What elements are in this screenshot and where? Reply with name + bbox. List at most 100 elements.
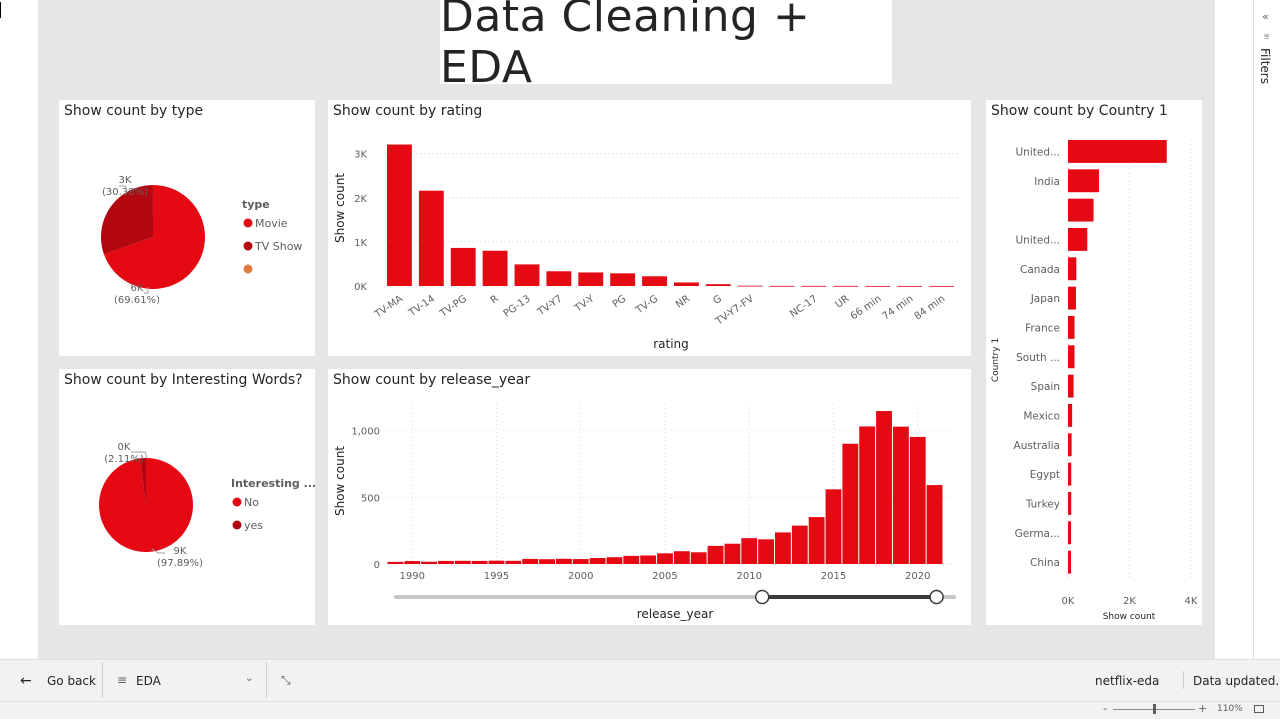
double-chevron-left-icon[interactable]: «	[1262, 10, 1269, 23]
country-bar	[1068, 198, 1094, 222]
filters-label[interactable]: Filters	[1258, 48, 1272, 84]
year-bar	[909, 436, 926, 564]
pie-leader-line	[131, 451, 148, 459]
year-bar	[892, 426, 909, 564]
y-tick-label: India	[1034, 176, 1060, 188]
country-bar	[1068, 433, 1072, 457]
year-bar	[438, 560, 454, 564]
y-tick-label: 0K	[354, 282, 367, 293]
x-tick-label: 74 min	[881, 293, 916, 322]
rating-bar	[514, 264, 540, 286]
x-tick-label: 2010	[737, 571, 762, 582]
year-bar	[859, 426, 876, 564]
x-tick-label: 1990	[400, 571, 425, 582]
x-tick-label: PG	[611, 293, 629, 310]
legend-marker	[243, 218, 253, 228]
collapse-arrows-icon[interactable]: ⤡	[281, 673, 291, 687]
y-tick-label: Turkey	[1025, 498, 1060, 510]
rating-bar	[387, 144, 412, 286]
rating-bar	[674, 282, 699, 286]
visual-title: Show count by release_year	[333, 372, 531, 388]
x-tick-label: 4K	[1185, 596, 1198, 607]
country-bar	[1068, 550, 1072, 574]
interesting-words-pie-chart: 9K(97.89%) 0K(2.11%) Interesting ... No yes	[99, 442, 315, 569]
x-tick-label: 66 min	[849, 293, 884, 322]
x-tick-label: G	[711, 293, 724, 306]
legend-item: No	[244, 496, 259, 509]
rating-bar	[705, 284, 731, 286]
arrow-left-icon[interactable]: ←	[20, 673, 32, 689]
y-axis-title: Show count	[333, 173, 347, 243]
country-bar	[1068, 316, 1075, 339]
year-bar	[926, 485, 943, 564]
zoom-in-button[interactable]: +	[1198, 702, 1208, 715]
y-axis-title: Country 1	[991, 338, 1001, 382]
y-tick-label: 500	[361, 493, 380, 504]
country-bar-visual[interactable]: Show count by Country 1 0K 2K 4K United... I…	[986, 100, 1202, 625]
interesting-words-pie-visual[interactable]: Show count by Interesting Words? 9K (97.8…	[59, 369, 315, 625]
country-bar	[1068, 492, 1072, 515]
zoom-out-button[interactable]: -	[1103, 702, 1107, 715]
x-tick-label: TV-PG	[437, 293, 469, 320]
y-tick-label: Mexico	[1023, 410, 1060, 422]
page-selector[interactable]: EDA	[136, 674, 161, 688]
country-bar	[1068, 228, 1088, 251]
x-tick-label: TV-G	[633, 293, 660, 316]
pie-leader-line	[151, 548, 165, 554]
chevron-down-icon[interactable]: ⌄	[245, 673, 254, 684]
rating-bar	[833, 285, 859, 287]
year-bar	[623, 555, 640, 564]
year-bar	[454, 560, 471, 564]
year-bar	[842, 443, 859, 564]
pie-value-label: 6K	[131, 283, 144, 294]
year-bar	[775, 532, 791, 564]
country-bar	[1068, 462, 1072, 486]
legend-marker	[243, 264, 253, 274]
year-bar	[589, 558, 606, 564]
pie-pct-label: (69.61%)	[114, 295, 160, 306]
filter-icon: ⩸	[1264, 32, 1270, 42]
pie-value-label: 9K	[174, 546, 187, 557]
pie-slice	[99, 458, 194, 552]
year-bar	[421, 561, 438, 564]
pie-leader-line	[119, 185, 128, 191]
x-tick-label: 2005	[652, 571, 677, 582]
x-tick-label: UR	[834, 293, 852, 310]
x-tick-label: TV-Y7	[535, 293, 564, 318]
rating-bar	[642, 276, 667, 286]
x-tick-label: R	[489, 293, 501, 306]
visual-title: Show count by type	[64, 103, 204, 119]
data-updated-status[interactable]: Data updated...	[1193, 674, 1280, 688]
country-bar	[1068, 286, 1076, 310]
pie-leader-line	[144, 287, 149, 294]
status-bar	[0, 701, 1280, 719]
range-slider-end-handle	[929, 589, 944, 605]
rating-bar	[610, 273, 636, 286]
rating-bar	[737, 285, 763, 287]
rating-bar-visual[interactable]: Show count by rating 0K 1K 2K 3K TV-MA TV-14 T…	[328, 100, 971, 356]
range-slider-start-handle	[754, 589, 770, 605]
pie-pct-label: (2.11%)	[104, 454, 144, 465]
type-pie-visual[interactable]: Show count by type 6K (69.61%) 3K (30.38%) t…	[59, 100, 315, 356]
y-tick-label: United...	[1015, 146, 1060, 158]
y-tick-label: 1,000	[351, 427, 380, 438]
x-tick-label: NR	[674, 293, 692, 310]
year-bar	[657, 553, 673, 564]
go-back-button[interactable]: Go back	[47, 674, 96, 688]
report-name: netflix-eda	[1095, 674, 1160, 688]
release-year-bar-visual[interactable]: Show count by release_year 0 500 1,000 1990…	[328, 369, 971, 625]
filters-pane-collapsed[interactable]	[1253, 0, 1280, 659]
rating-bar-chart: 0K 1K 2K 3K TV-MA TV-14 TV-PG R PG-13 TV-Y7 TV-Y PG…	[333, 144, 958, 351]
zoom-slider-thumb[interactable]	[1153, 704, 1156, 714]
country-bar	[1068, 140, 1167, 163]
x-tick-label: PG-13	[502, 293, 533, 319]
zoom-level: 110%	[1217, 704, 1243, 714]
text-cursor	[0, 2, 1, 18]
country-bar	[1068, 404, 1073, 427]
y-tick-label: 0	[374, 560, 380, 571]
fit-to-page-icon[interactable]	[1254, 705, 1264, 713]
x-axis-title: rating	[653, 337, 689, 351]
y-tick-label: Germa...	[1015, 528, 1060, 540]
x-tick-label: TV-MA	[372, 293, 405, 321]
legend-item: TV Show	[254, 240, 302, 253]
